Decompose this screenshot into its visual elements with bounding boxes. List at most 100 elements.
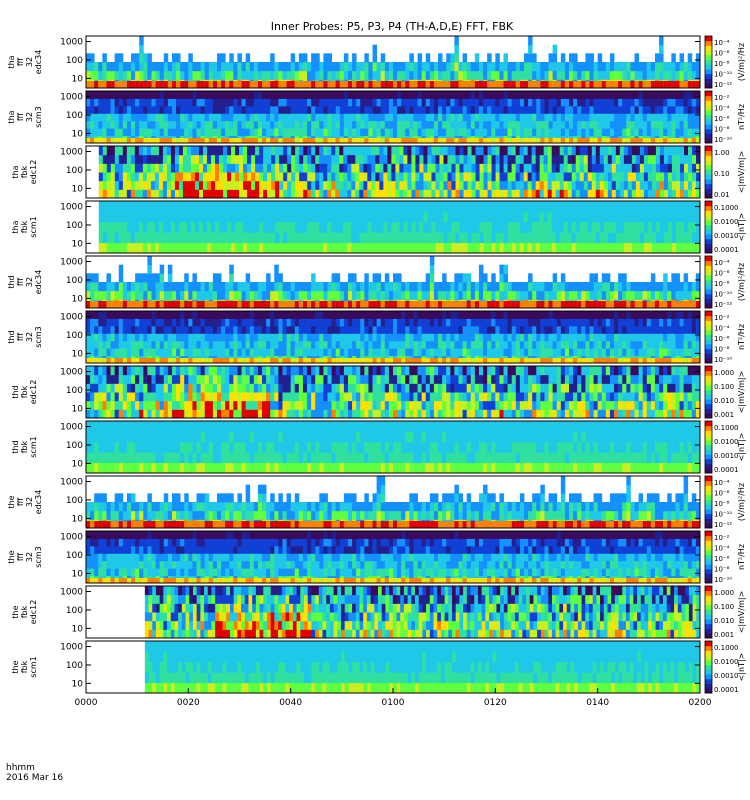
heatmap-cell (511, 81, 517, 88)
heatmap-cell (262, 318, 267, 327)
heatmap-cell (459, 232, 464, 244)
heatmap-cell (429, 301, 435, 308)
heatmap-cell (155, 301, 161, 308)
heatmap-cell (611, 172, 617, 182)
heatmap-cell (203, 201, 208, 212)
heatmap-cell (439, 180, 444, 190)
heatmap-cell (134, 180, 140, 190)
heatmap-cell (150, 146, 156, 156)
heatmap-cell (146, 154, 152, 164)
heatmap-cell (219, 221, 224, 233)
heatmap-cell (106, 62, 111, 72)
heatmap-cell (194, 201, 200, 212)
heatmap-cell (454, 91, 459, 99)
heatmap-cell (687, 146, 693, 156)
heatmap-cell (307, 348, 312, 357)
heatmap-cell (376, 273, 382, 283)
heatmap-cell (393, 333, 398, 342)
heatmap-cell (567, 172, 573, 182)
heatmap-cell (171, 128, 177, 137)
heatmap-cell (595, 172, 601, 182)
heatmap-cell (212, 348, 218, 357)
heatmap-cell (237, 91, 242, 99)
heatmap-cell (619, 180, 625, 190)
heatmap-cell (515, 105, 521, 114)
heatmap-cell (375, 201, 380, 212)
heatmap-cell (90, 120, 95, 129)
heatmap-cell (291, 221, 296, 233)
heatmap-cell (589, 282, 594, 292)
heatmap-cell (204, 81, 210, 88)
heatmap-cell (583, 154, 589, 164)
y-tick-label: 10 (72, 74, 84, 84)
heatmap-cell (110, 358, 116, 363)
heatmap-cell (176, 333, 181, 342)
heatmap-cell (270, 105, 275, 114)
heatmap-cell (351, 242, 356, 254)
heatmap-cell (295, 232, 300, 244)
heatmap-cell (532, 105, 537, 114)
heatmap-cell (163, 113, 169, 122)
heatmap-cell (114, 221, 120, 233)
heatmap-cell (409, 301, 414, 308)
heatmap-cell (630, 105, 635, 114)
heatmap-cell (579, 232, 585, 244)
heatmap-cell (474, 138, 480, 143)
heatmap-cell (196, 91, 202, 99)
heatmap-cell (535, 211, 541, 223)
heatmap-cell (495, 154, 500, 164)
heatmap-cell (266, 318, 271, 327)
heatmap-cell (591, 180, 597, 190)
heatmap-cell (323, 301, 328, 308)
heatmap-cell (94, 120, 99, 129)
heatmap-cell (626, 290, 631, 300)
heatmap-cell (595, 154, 601, 164)
heatmap-cell (267, 172, 272, 182)
heatmap-cell (450, 138, 455, 143)
heatmap-cell (176, 138, 181, 143)
heatmap-cell (147, 81, 152, 88)
heatmap-cell (319, 348, 324, 357)
heatmap-cell (343, 180, 348, 190)
heatmap-cell (266, 70, 271, 80)
heatmap-cell (491, 201, 496, 212)
heatmap-cell (343, 348, 349, 357)
heatmap-cell (639, 189, 645, 199)
heatmap-cell (233, 282, 238, 292)
heatmap-cell (479, 163, 484, 173)
heatmap-cell (110, 340, 116, 349)
colorbar-tick-label: 10⁻⁶ (714, 270, 730, 278)
heatmap-cell (159, 62, 165, 72)
heatmap-cell (235, 163, 240, 173)
heatmap-cell (327, 146, 332, 156)
heatmap-cell (471, 201, 476, 212)
heatmap-cell (212, 325, 218, 334)
heatmap-cell (208, 70, 214, 80)
heatmap-cell (359, 146, 364, 156)
heatmap-cell (577, 128, 582, 137)
heatmap-cell (130, 211, 136, 223)
heatmap-cell (154, 172, 160, 182)
heatmap-cell (659, 242, 665, 254)
heatmap-cell (450, 120, 455, 129)
heatmap-cell (249, 358, 255, 363)
heatmap-cell (450, 113, 455, 122)
heatmap-cell (319, 172, 324, 182)
heatmap-cell (515, 81, 521, 88)
heatmap-cell (376, 70, 382, 80)
heatmap-cell (387, 146, 392, 156)
heatmap-cell (307, 180, 312, 190)
heatmap-cell (233, 138, 238, 143)
heatmap-cell (303, 232, 308, 244)
heatmap-cell (429, 282, 435, 292)
heatmap-cell (283, 146, 288, 156)
heatmap-cell (511, 98, 517, 107)
colorbar-segment (705, 270, 712, 276)
heatmap-cell (188, 98, 193, 107)
heatmap-cell (651, 221, 657, 233)
heatmap-cell (171, 81, 177, 88)
heatmap-cell (212, 113, 218, 122)
heatmap-cell (491, 81, 496, 88)
heatmap-cell (695, 128, 701, 137)
heatmap-cell (143, 70, 148, 80)
